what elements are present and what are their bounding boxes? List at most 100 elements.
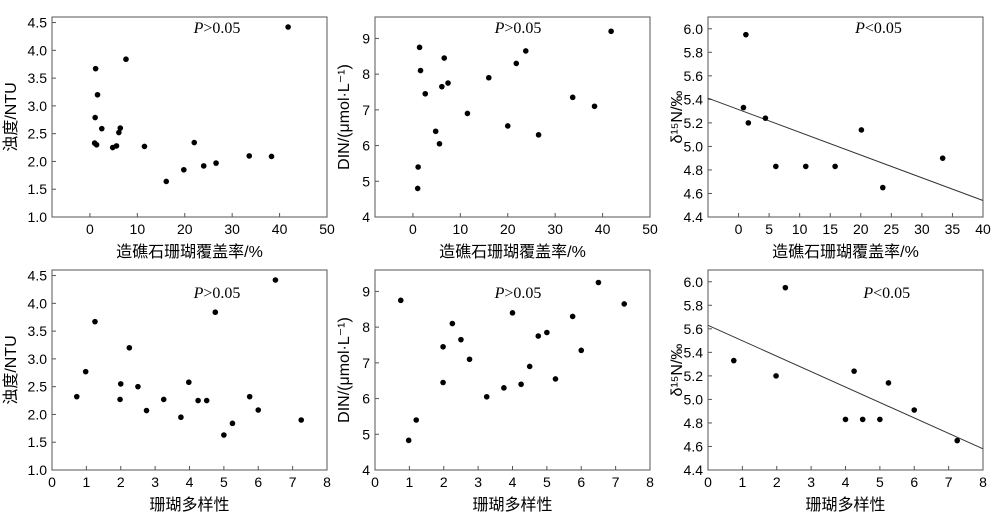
x-tick-label: 10 xyxy=(792,221,808,237)
x-tick-label: 0 xyxy=(48,474,56,490)
data-point xyxy=(113,143,120,149)
y-tick-label: 4.4 xyxy=(684,462,704,478)
y-tick-label: 3.0 xyxy=(28,98,48,114)
data-point xyxy=(595,279,602,286)
data-point xyxy=(416,44,423,51)
y-tick-label: 4.0 xyxy=(28,295,48,311)
y-axis-label: 浊度/NTU xyxy=(2,82,20,151)
data-point xyxy=(163,178,170,185)
data-point xyxy=(246,153,253,159)
x-tick-label: 8 xyxy=(646,474,654,490)
data-point xyxy=(877,416,883,423)
x-tick-label: 30 xyxy=(547,221,563,237)
y-tick-label: 2.0 xyxy=(28,153,48,169)
data-point xyxy=(859,416,866,423)
y-tick-label: 2.0 xyxy=(28,406,48,422)
x-tick-label: 25 xyxy=(884,221,900,237)
x-tick-label: 20 xyxy=(177,221,193,237)
data-point xyxy=(143,407,150,414)
data-point xyxy=(439,83,445,90)
data-point xyxy=(730,357,737,364)
y-tick-label: 4.5 xyxy=(28,15,48,31)
data-point xyxy=(82,368,89,375)
y-tick-label: 5.4 xyxy=(684,91,704,107)
y-tick-label: 5.6 xyxy=(684,321,704,337)
x-tick-label: 1 xyxy=(405,474,413,490)
y-axis-label: DIN/(μmol·L⁻¹) xyxy=(336,64,353,170)
data-point xyxy=(272,277,279,283)
x-tick-label: 15 xyxy=(822,221,838,237)
x-tick-label: 10 xyxy=(453,221,469,237)
data-point xyxy=(246,393,253,400)
x-tick-label: 8 xyxy=(323,474,331,490)
y-tick-label: 4.4 xyxy=(684,209,704,225)
x-axis-label: 珊瑚多样性 xyxy=(472,496,552,514)
x-axis-label: 造礁石珊瑚覆盖率/% xyxy=(439,243,586,261)
y-tick-label: 6.0 xyxy=(684,274,704,290)
x-axis-label: 珊瑚多样性 xyxy=(805,496,885,514)
data-point xyxy=(449,320,456,327)
x-tick-label: 6 xyxy=(254,474,262,490)
data-point xyxy=(213,160,219,166)
y-tick-label: 1.0 xyxy=(28,209,48,225)
data-point xyxy=(762,115,769,121)
data-point xyxy=(535,132,542,138)
y-tick-label: 5 xyxy=(362,173,370,189)
y-tick-label: 4.8 xyxy=(684,415,704,431)
scatter-panel: 0 10 20 30 40 50 1.0 1.5 2.0 2.5 3.0 3.5 4.0 4.5 P>0.0… xyxy=(2,15,335,261)
x-tick-label: 4 xyxy=(186,474,194,490)
data-point xyxy=(911,407,918,413)
x-tick-label: 0 xyxy=(371,474,379,490)
data-point xyxy=(591,103,598,110)
x-tick-label: 40 xyxy=(975,221,991,237)
data-point xyxy=(485,74,492,81)
data-point xyxy=(509,310,516,316)
data-point xyxy=(117,396,123,403)
data-point xyxy=(397,297,404,304)
data-point xyxy=(94,91,101,98)
data-point xyxy=(98,125,105,132)
data-point xyxy=(116,129,122,136)
x-tick-label: 1 xyxy=(738,474,746,490)
plot-frame xyxy=(51,269,328,471)
data-point xyxy=(414,185,421,192)
data-point xyxy=(773,373,779,379)
y-tick-label: 5.8 xyxy=(684,297,704,313)
y-tick-label: 9 xyxy=(362,283,370,299)
x-tick-label: 10 xyxy=(130,221,146,237)
data-point xyxy=(842,416,849,423)
data-point xyxy=(466,356,473,363)
data-point xyxy=(569,94,576,101)
y-tick-label: 4.0 xyxy=(28,42,48,58)
data-point xyxy=(413,417,420,423)
data-point xyxy=(212,309,219,316)
data-point xyxy=(405,437,412,444)
scatter-panel: 0 1 2 3 4 5 6 7 8 4 5 6 7 8 9 P>0.05 珊瑚多样性 DIN/(μmol·L⁻¹) xyxy=(336,269,654,514)
y-axis-label: DIN/(μmol·L⁻¹) xyxy=(336,317,353,423)
data-point xyxy=(513,60,520,67)
x-tick-label: 4 xyxy=(842,474,850,490)
data-point xyxy=(178,414,184,421)
x-tick-label: 20 xyxy=(500,221,516,237)
data-point xyxy=(535,333,542,339)
y-tick-label: 3.0 xyxy=(28,351,48,367)
data-point xyxy=(518,381,524,388)
y-tick-label: 5.8 xyxy=(684,44,704,60)
y-tick-label: 8 xyxy=(362,319,370,335)
data-point xyxy=(432,128,439,135)
x-tick-label: 5 xyxy=(765,221,773,237)
scatter-panel: 0 1 2 3 4 5 6 7 8 1.0 1.5 2.0 2.5 3.0 3.5 4.0 4.5 P>0.05 珊… xyxy=(2,268,331,514)
data-point xyxy=(422,90,429,97)
p-value-annotation: P>0.05 xyxy=(193,20,241,37)
y-tick-label: 7 xyxy=(362,355,370,371)
y-tick-label: 1.5 xyxy=(28,181,48,197)
x-tick-label: 40 xyxy=(272,221,288,237)
p-value-annotation: P<0.05 xyxy=(862,285,910,302)
data-point xyxy=(141,143,148,150)
data-point xyxy=(221,432,227,438)
data-point xyxy=(268,153,275,160)
plot-frame xyxy=(374,16,651,218)
y-tick-label: 1.5 xyxy=(28,434,48,450)
y-tick-label: 5.0 xyxy=(684,391,704,407)
x-tick-label: 7 xyxy=(612,474,620,490)
